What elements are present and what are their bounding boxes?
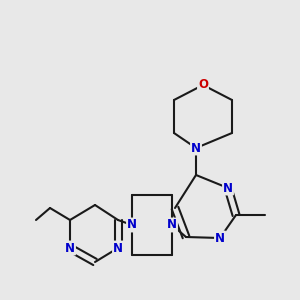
Text: N: N [223, 182, 233, 194]
Text: N: N [113, 242, 123, 254]
Text: N: N [167, 218, 177, 232]
Text: N: N [191, 142, 201, 154]
Text: O: O [198, 79, 208, 92]
Text: N: N [215, 232, 225, 244]
Text: N: N [65, 242, 75, 254]
Text: N: N [127, 218, 137, 232]
